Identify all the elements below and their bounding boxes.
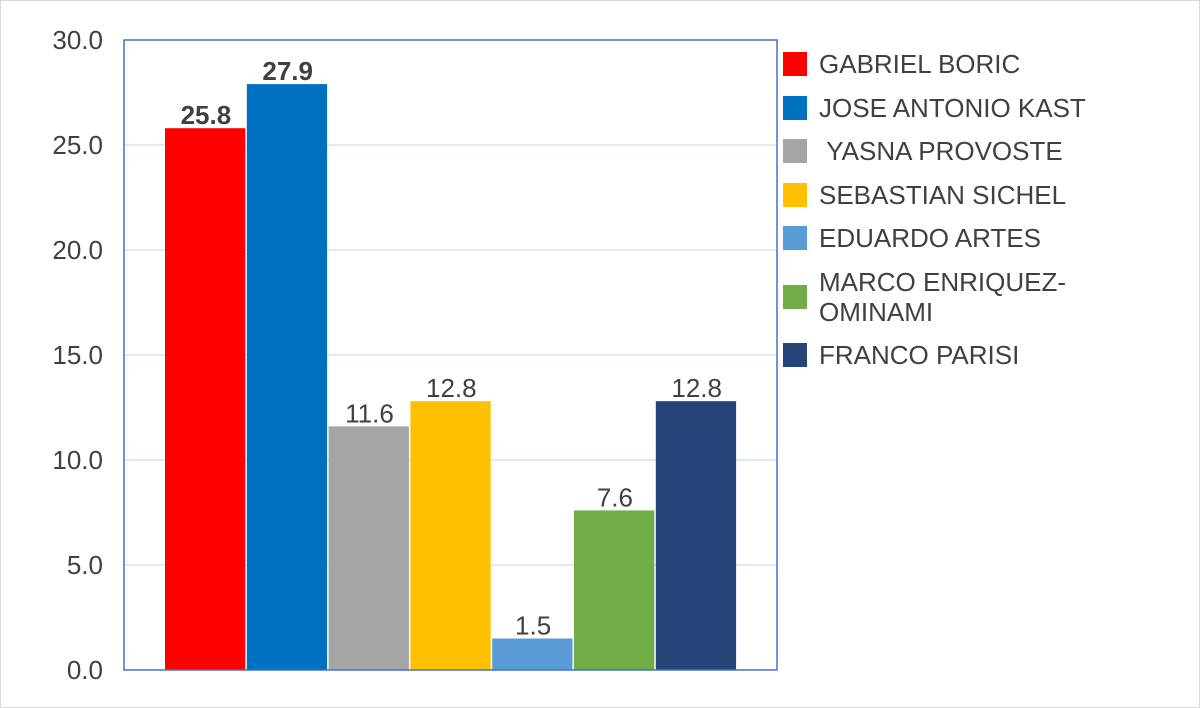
data-labels: 25.8 27.9 11.6 12.8 1.5 7.6 12.8 xyxy=(181,56,722,640)
bars xyxy=(165,84,737,671)
bar xyxy=(328,426,409,670)
bar xyxy=(655,401,737,670)
plot-area-frame xyxy=(123,39,778,671)
bar-value-label: 7.6 xyxy=(597,482,633,512)
bar xyxy=(410,401,491,670)
legend-swatch xyxy=(783,226,807,250)
legend-label: MARCO ENRIQUEZ-OMINAMI xyxy=(819,266,1066,327)
legend-swatch xyxy=(783,52,807,76)
y-tick-label: 15.0 xyxy=(52,340,103,370)
legend-label: YASNA PROVOSTE xyxy=(819,136,1063,166)
legend-label: GABRIEL BORIC xyxy=(819,49,1021,79)
legend-swatch xyxy=(783,139,807,163)
bar xyxy=(165,128,246,670)
legend-item: FRANCO PARISI xyxy=(783,340,1193,370)
legend-item: YASNA PROVOSTE xyxy=(783,136,1193,166)
y-tick-label: 30.0 xyxy=(52,25,103,55)
y-tick-label: 0.0 xyxy=(67,655,103,685)
bar xyxy=(574,510,655,670)
bar-value-label: 25.8 xyxy=(181,100,232,130)
legend-label: FRANCO PARISI xyxy=(819,340,1020,370)
bar-value-label: 11.6 xyxy=(345,398,394,428)
legend: GABRIEL BORIC JOSE ANTONIO KAST YASNA PRO… xyxy=(783,49,1193,384)
legend-swatch xyxy=(783,182,807,207)
y-axis-ticks: 0.0 5.0 10.0 15.0 20.0 25.0 30.0 xyxy=(52,25,103,685)
legend-swatch xyxy=(783,343,807,367)
legend-label: JOSE ANTONIO KAST xyxy=(819,92,1086,123)
legend-item: MARCO ENRIQUEZ-OMINAMI xyxy=(783,267,1193,327)
legend-item: SEBASTIAN SICHEL xyxy=(783,180,1193,210)
y-tick-label: 10.0 xyxy=(52,445,103,475)
y-tick-label: 25.0 xyxy=(52,130,103,160)
legend-swatch xyxy=(783,95,807,120)
y-tick-label: 20.0 xyxy=(52,235,103,265)
bar-value-label: 1.5 xyxy=(515,611,551,641)
legend-item: EDUARDO ARTES xyxy=(783,223,1193,253)
bar-value-label: 27.9 xyxy=(262,56,313,86)
bar xyxy=(246,84,328,671)
legend-label: SEBASTIAN SICHEL xyxy=(819,179,1067,210)
bar-value-label: 12.8 xyxy=(426,373,477,403)
legend-item: JOSE ANTONIO KAST xyxy=(783,93,1193,123)
legend-swatch xyxy=(783,284,807,309)
legend-item: GABRIEL BORIC xyxy=(783,49,1193,79)
legend-label: EDUARDO ARTES xyxy=(819,223,1042,253)
bar-value-label: 12.8 xyxy=(671,373,722,403)
bar xyxy=(492,638,573,670)
y-tick-label: 5.0 xyxy=(67,550,103,580)
